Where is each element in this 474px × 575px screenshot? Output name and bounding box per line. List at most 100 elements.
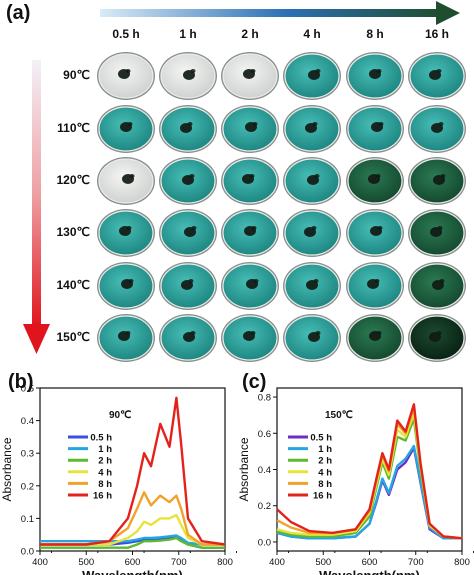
column-label: 16 h xyxy=(424,27,449,41)
x-tick-label: 700 xyxy=(171,557,187,568)
x-tick-label: 700 xyxy=(408,557,424,568)
legend-label: 8 h xyxy=(318,479,332,490)
legend-label: 8 h xyxy=(98,479,112,490)
y-tick-label: 0.1 xyxy=(21,514,34,525)
y-tick-label: 0.4 xyxy=(258,465,271,476)
x-tick-label: 800 xyxy=(454,557,470,568)
x-tick-label: 600 xyxy=(125,557,141,568)
temperature-annotation: 150℃ xyxy=(325,410,353,421)
y-axis-label: Absorbance xyxy=(0,437,14,501)
legend-label: 0.5 h xyxy=(310,433,332,444)
y-tick-label: 0.2 xyxy=(21,481,34,492)
temperature-annotation: 90℃ xyxy=(109,410,131,421)
petri-dish-grid xyxy=(97,52,466,362)
panel-a-graphic xyxy=(23,1,466,362)
x-tick-label: 800 xyxy=(217,557,233,568)
legend-label: 1 h xyxy=(318,444,332,455)
petri-dish xyxy=(346,314,404,362)
petri-dish xyxy=(159,262,217,310)
petri-dish xyxy=(408,52,466,100)
x-tick-label: 500 xyxy=(78,557,94,568)
legend-label: 4 h xyxy=(318,467,332,478)
petri-dish xyxy=(346,262,404,310)
petri-dish xyxy=(221,314,279,362)
y-tick-label: 0.0 xyxy=(21,547,34,558)
petri-dish xyxy=(97,209,155,257)
row-label: 140℃ xyxy=(56,278,91,292)
x-tick-label: 400 xyxy=(269,557,285,568)
y-tick-label: 0.5 xyxy=(21,384,34,395)
y-tick-label: 0.6 xyxy=(258,429,271,440)
time-arrow-head xyxy=(436,1,460,25)
column-label: 1 h xyxy=(179,27,197,41)
column-label: 0.5 h xyxy=(112,27,140,41)
petri-dish xyxy=(283,209,341,257)
row-label: 110℃ xyxy=(57,121,90,135)
petri-dish xyxy=(221,157,279,205)
legend-label: 2 h xyxy=(318,456,332,467)
panel-a-label: (a) xyxy=(6,2,31,24)
x-axis-label: Wavelength(nm) xyxy=(319,568,420,575)
petri-dish xyxy=(408,209,466,257)
petri-dish xyxy=(346,209,404,257)
column-label: 4 h xyxy=(303,27,321,41)
petri-dish xyxy=(408,314,466,362)
x-tick-label: 600 xyxy=(362,557,378,568)
legend-label: 2 h xyxy=(98,456,112,467)
series-line xyxy=(40,536,225,549)
petri-dish xyxy=(408,262,466,310)
x-axis-label: Wavelength(nm) xyxy=(82,568,183,575)
series-line xyxy=(276,403,463,540)
row-label: 150℃ xyxy=(56,330,91,344)
series-line xyxy=(40,534,225,546)
petri-dish xyxy=(97,52,155,100)
chart-c-svg: 400 500 600 700 800 0.0 0.2 0.4 0.6 0.8 Wavelength… xyxy=(237,387,474,575)
petri-dish xyxy=(283,52,341,100)
legend-label: 0.5 h xyxy=(90,433,112,444)
petri-dish xyxy=(283,105,341,153)
legend-label: 1 h xyxy=(98,444,112,455)
petri-dish xyxy=(346,157,404,205)
petri-dish xyxy=(97,157,155,205)
petri-dish xyxy=(159,105,217,153)
panel-b-label: (b) xyxy=(8,371,34,393)
petri-dish xyxy=(97,262,155,310)
petri-dish xyxy=(221,209,279,257)
temperature-arrow-head xyxy=(23,324,50,354)
y-tick-label: 0.8 xyxy=(258,393,271,404)
y-tick-label: 0.3 xyxy=(21,449,34,460)
row-label: 90℃ xyxy=(63,68,90,82)
petri-dish xyxy=(283,262,341,310)
petri-dish xyxy=(97,314,155,362)
petri-dish xyxy=(221,52,279,100)
petri-dish xyxy=(159,157,217,205)
petri-dish xyxy=(221,105,279,153)
petri-dish xyxy=(346,52,404,100)
petri-dish xyxy=(283,157,341,205)
time-arrow-shaft xyxy=(100,9,440,17)
petri-dish xyxy=(221,262,279,310)
row-label: 120℃ xyxy=(56,173,91,187)
legend-label: 16 h xyxy=(313,491,332,502)
chart-b-svg: 400 500 600 700 800 0.0 0.1 0.2 0.3 0.4 0.5 Wavelen… xyxy=(0,384,237,575)
legend-label: 4 h xyxy=(98,467,112,478)
petri-dish xyxy=(97,105,155,153)
petri-dish xyxy=(159,314,217,362)
petri-dish xyxy=(408,105,466,153)
row-label: 130℃ xyxy=(56,225,91,239)
legend-label: 16 h xyxy=(93,491,112,502)
y-tick-label: 0.2 xyxy=(258,501,271,512)
petri-dish xyxy=(159,209,217,257)
column-label: 2 h xyxy=(241,27,259,41)
x-tick-label: 400 xyxy=(32,557,48,568)
petri-dish xyxy=(159,52,217,100)
y-axis-label: Absorbance xyxy=(237,437,251,501)
petri-dish xyxy=(346,105,404,153)
series-line xyxy=(40,396,226,546)
y-tick-label: 0.0 xyxy=(258,537,271,548)
plot-frame xyxy=(39,387,226,552)
temperature-arrow-shaft xyxy=(32,60,41,328)
panel-c-label: (c) xyxy=(242,371,267,393)
column-label: 8 h xyxy=(366,27,384,41)
y-tick-label: 0.4 xyxy=(21,416,34,427)
